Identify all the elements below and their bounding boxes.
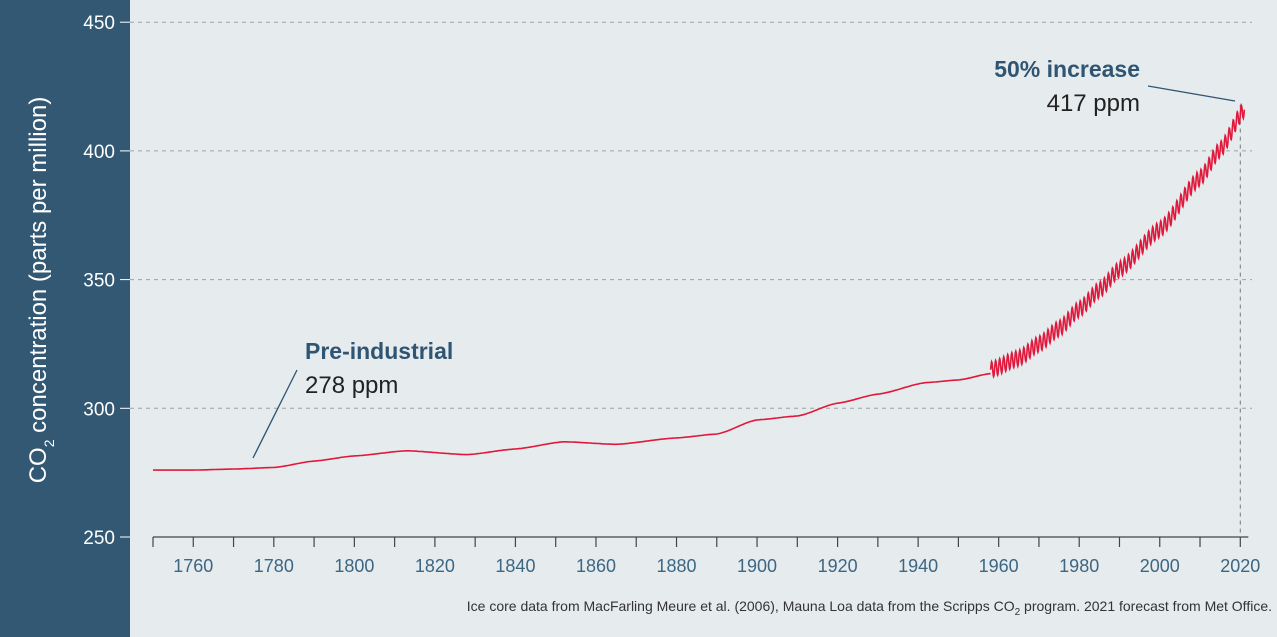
x-tick-label-2000: 2000 bbox=[1140, 556, 1180, 576]
x-tick-label-1860: 1860 bbox=[576, 556, 616, 576]
x-tick-label-1940: 1940 bbox=[898, 556, 938, 576]
x-tick-label-1960: 1960 bbox=[979, 556, 1019, 576]
series-mauna-loa-line bbox=[989, 102, 1246, 380]
series-ice-core-line bbox=[153, 372, 991, 471]
x-tick-label-1980: 1980 bbox=[1059, 556, 1099, 576]
pre-industrial-leader bbox=[252, 369, 298, 459]
x-tick-label-1840: 1840 bbox=[495, 556, 535, 576]
x-tick-label-1900: 1900 bbox=[737, 556, 777, 576]
x-tick-label-2020: 2020 bbox=[1220, 556, 1260, 576]
y-tick-label-450: 450 bbox=[83, 13, 115, 34]
increase-leader bbox=[1147, 85, 1236, 102]
x-tick-label-1760: 1760 bbox=[173, 556, 213, 576]
x-tick-label-1820: 1820 bbox=[415, 556, 455, 576]
y-tick-label-300: 300 bbox=[83, 399, 115, 420]
y-axis-label: CO2 concentration (parts per million) bbox=[25, 97, 57, 484]
pre-industrial-title: Pre-industrial bbox=[305, 338, 453, 364]
pre-industrial-value: 278 ppm bbox=[305, 372, 398, 399]
y-axis-panel bbox=[0, 0, 130, 637]
x-tick-label-1800: 1800 bbox=[334, 556, 374, 576]
y-tick-label-400: 400 bbox=[83, 142, 115, 163]
x-tick-label-1780: 1780 bbox=[254, 556, 294, 576]
increase-title: 50% increase bbox=[994, 56, 1140, 82]
y-tick-label-250: 250 bbox=[83, 528, 115, 549]
footnote: Ice core data from MacFarling Meure et a… bbox=[467, 598, 1272, 618]
x-tick-label-1920: 1920 bbox=[818, 556, 858, 576]
y-tick-label-350: 350 bbox=[83, 271, 115, 292]
x-tick-label-1880: 1880 bbox=[656, 556, 696, 576]
increase-value: 417 ppm bbox=[1047, 90, 1140, 117]
